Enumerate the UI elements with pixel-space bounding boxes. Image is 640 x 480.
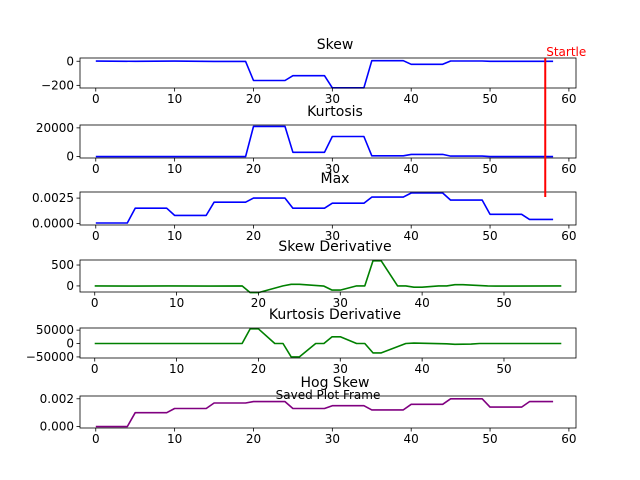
subplot-3: 0 10 20 30 40 50 60 0.0000 0.0025 Max xyxy=(32,171,577,243)
subplot-title: Skew Derivative xyxy=(278,239,391,255)
x-tick-label: 30 xyxy=(333,362,348,376)
y-tick-label: 0.000 xyxy=(40,420,74,434)
x-tick-label: 60 xyxy=(561,92,576,106)
x-tick-label: 60 xyxy=(561,162,576,176)
y-tick-label: 0.0025 xyxy=(32,191,74,205)
x-tick-label: 60 xyxy=(561,432,576,446)
y-tick-label: 0 xyxy=(66,54,74,68)
x-tick-label: 30 xyxy=(325,229,340,243)
x-tick-label: 40 xyxy=(414,296,429,310)
x-tick-label: 40 xyxy=(404,432,419,446)
axes-frame xyxy=(79,259,577,293)
x-tick-label: 10 xyxy=(167,92,182,106)
x-tick-label: 0 xyxy=(92,229,100,243)
x-tick-label: 10 xyxy=(169,296,184,310)
x-tick-label: 0 xyxy=(91,362,99,376)
x-tick-label: 30 xyxy=(325,162,340,176)
y-tick-label: −200 xyxy=(41,78,74,92)
x-tick-label: 40 xyxy=(404,162,419,176)
series-line xyxy=(95,125,554,158)
y-tick-label: 0.0000 xyxy=(32,216,74,230)
y-tick-label: 20000 xyxy=(36,121,74,135)
startle-marker-label: Startle xyxy=(546,45,586,59)
x-tick-label: 20 xyxy=(246,432,261,446)
x-tick-label: 0 xyxy=(92,162,100,176)
x-tick-label: 0 xyxy=(92,92,100,106)
subplot-6: 0 10 20 30 40 50 60 0.000 0.002 Hog Skew xyxy=(40,375,577,446)
series-line xyxy=(94,259,562,294)
x-tick-label: 10 xyxy=(167,229,182,243)
x-tick-label: 50 xyxy=(482,432,497,446)
subplot-2: 0 10 20 30 40 50 60 0 20000 Kurtosis xyxy=(36,104,577,176)
x-tick-label: 40 xyxy=(414,362,429,376)
x-tick-label: 40 xyxy=(404,229,419,243)
x-tick-label: 10 xyxy=(167,162,182,176)
y-tick-label: −50000 xyxy=(26,350,74,364)
x-tick-label: 10 xyxy=(167,432,182,446)
overlay-text: Saved Plot Frame xyxy=(276,388,381,402)
x-tick-label: 20 xyxy=(246,229,261,243)
axes-frame xyxy=(79,395,577,429)
x-tick-label: 60 xyxy=(561,229,576,243)
x-tick-label: 0 xyxy=(91,296,99,310)
subplot-1: 0 10 20 30 40 50 60 0 −200 Skew xyxy=(41,37,577,106)
subplot-title: Max xyxy=(321,171,350,187)
subplot-title: Skew xyxy=(317,37,354,53)
x-tick-label: 50 xyxy=(482,92,497,106)
axes-frame xyxy=(79,327,577,359)
x-tick-label: 20 xyxy=(251,362,266,376)
y-tick-label: 0.002 xyxy=(40,392,74,406)
x-tick-label: 20 xyxy=(251,296,266,310)
axes-frame xyxy=(79,191,577,226)
y-tick-label: 50000 xyxy=(36,323,74,337)
y-tick-label: 0 xyxy=(66,337,74,351)
subplot-title: Hog Skew xyxy=(301,375,370,391)
subplot-title: Kurtosis xyxy=(307,104,363,120)
series-line xyxy=(95,59,554,89)
x-tick-label: 30 xyxy=(333,296,348,310)
axes-frame xyxy=(79,124,577,159)
y-tick-label: 500 xyxy=(51,258,74,272)
x-tick-label: 40 xyxy=(404,92,419,106)
x-tick-label: 30 xyxy=(325,92,340,106)
x-tick-label: 20 xyxy=(246,162,261,176)
series-line xyxy=(95,397,554,428)
axes-frame xyxy=(79,57,577,89)
x-tick-label: 10 xyxy=(169,362,184,376)
y-tick-label: 0 xyxy=(66,150,74,164)
x-tick-label: 30 xyxy=(325,432,340,446)
x-tick-label: 50 xyxy=(496,362,511,376)
x-tick-label: 0 xyxy=(92,432,100,446)
series-line xyxy=(94,327,562,358)
x-tick-label: 50 xyxy=(482,229,497,243)
x-tick-label: 50 xyxy=(496,296,511,310)
x-tick-label: 50 xyxy=(482,162,497,176)
series-line xyxy=(95,192,554,224)
x-tick-label: 20 xyxy=(246,92,261,106)
subplot-title: Kurtosis Derivative xyxy=(269,307,401,323)
y-tick-label: 0 xyxy=(66,279,74,293)
